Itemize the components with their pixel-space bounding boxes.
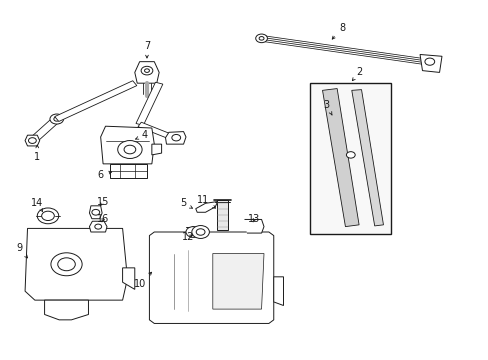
Polygon shape (165, 132, 185, 144)
Circle shape (58, 258, 75, 271)
Text: 11: 11 (197, 195, 215, 208)
Polygon shape (419, 54, 441, 72)
Text: 5: 5 (180, 198, 192, 208)
Text: 14: 14 (31, 198, 43, 212)
Circle shape (50, 114, 63, 124)
Polygon shape (244, 220, 264, 233)
Circle shape (118, 140, 142, 158)
Circle shape (95, 224, 102, 229)
Text: 15: 15 (97, 197, 109, 207)
Polygon shape (89, 221, 107, 232)
Bar (310, 83, 390, 234)
Circle shape (255, 34, 267, 42)
Circle shape (191, 226, 209, 238)
Circle shape (185, 226, 200, 237)
Polygon shape (138, 122, 173, 139)
Text: 9: 9 (16, 243, 27, 258)
Circle shape (92, 210, 100, 215)
Polygon shape (44, 300, 88, 320)
Polygon shape (31, 117, 60, 141)
Polygon shape (322, 89, 358, 226)
Text: 6: 6 (98, 170, 111, 180)
Text: 7: 7 (143, 41, 150, 58)
Polygon shape (25, 228, 127, 300)
Polygon shape (25, 135, 40, 146)
Polygon shape (135, 62, 159, 83)
Polygon shape (212, 253, 264, 309)
Text: 8: 8 (331, 23, 345, 39)
Polygon shape (89, 206, 102, 219)
Polygon shape (351, 90, 383, 226)
Text: 10: 10 (133, 272, 151, 289)
Circle shape (28, 138, 36, 143)
Text: 12: 12 (182, 232, 194, 242)
Polygon shape (55, 81, 137, 121)
Circle shape (196, 229, 204, 235)
Circle shape (51, 253, 82, 276)
Text: 3: 3 (323, 100, 331, 115)
Text: 13: 13 (247, 215, 260, 224)
Circle shape (124, 145, 136, 154)
Text: 1: 1 (34, 145, 40, 162)
Circle shape (346, 152, 354, 158)
Polygon shape (195, 202, 217, 212)
Text: 4: 4 (135, 130, 147, 140)
Text: 16: 16 (97, 215, 109, 224)
Polygon shape (152, 144, 161, 155)
Polygon shape (273, 277, 283, 306)
Circle shape (54, 117, 60, 121)
Circle shape (144, 69, 149, 72)
Polygon shape (149, 232, 273, 323)
Circle shape (141, 66, 153, 75)
Circle shape (259, 37, 264, 40)
Polygon shape (136, 82, 163, 125)
Text: 2: 2 (352, 67, 362, 81)
Circle shape (424, 58, 434, 65)
Circle shape (41, 211, 54, 221)
Polygon shape (216, 200, 228, 230)
Circle shape (37, 208, 59, 224)
Polygon shape (110, 164, 147, 178)
Circle shape (171, 134, 180, 141)
Polygon shape (101, 126, 154, 164)
Polygon shape (122, 268, 135, 289)
